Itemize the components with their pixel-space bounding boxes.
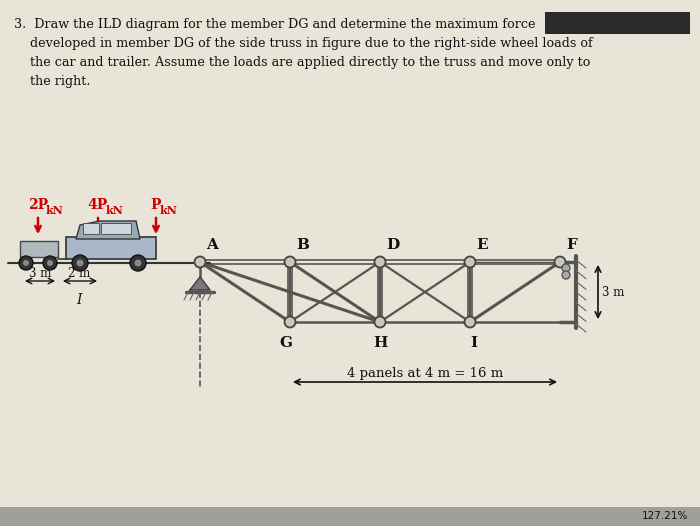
Text: P: P: [150, 198, 161, 212]
Bar: [83, 223, 99, 234]
Bar: [66, 237, 156, 259]
Text: 3 m: 3 m: [29, 267, 51, 280]
Circle shape: [134, 259, 141, 267]
Circle shape: [130, 255, 146, 271]
Text: B: B: [296, 238, 309, 252]
Text: 3.  Draw the ILD diagram for the member DG and determine the maximum force
    d: 3. Draw the ILD diagram for the member D…: [14, 18, 593, 88]
Text: kN: kN: [160, 205, 178, 216]
Circle shape: [465, 257, 475, 268]
Text: 4 panels at 4 m = 16 m: 4 panels at 4 m = 16 m: [347, 367, 503, 380]
Text: 2 m: 2 m: [68, 267, 90, 280]
Circle shape: [374, 257, 386, 268]
Text: kN: kN: [46, 205, 64, 216]
Polygon shape: [190, 277, 210, 290]
Text: E: E: [476, 238, 488, 252]
Text: 3 m: 3 m: [602, 286, 624, 298]
Text: G: G: [279, 336, 293, 350]
Circle shape: [43, 256, 57, 270]
Circle shape: [19, 256, 33, 270]
Text: A: A: [206, 238, 218, 252]
Text: F: F: [566, 238, 577, 252]
Circle shape: [47, 260, 53, 266]
Text: I: I: [470, 336, 477, 350]
Bar: [101, 223, 131, 234]
Circle shape: [284, 317, 295, 328]
Circle shape: [23, 260, 29, 266]
Circle shape: [195, 257, 206, 268]
Circle shape: [554, 257, 566, 268]
Text: 2P: 2P: [28, 198, 48, 212]
Circle shape: [284, 257, 295, 268]
Circle shape: [465, 317, 475, 328]
Text: I: I: [76, 293, 82, 307]
Polygon shape: [76, 221, 140, 239]
Circle shape: [562, 264, 570, 272]
Circle shape: [76, 259, 83, 267]
Circle shape: [72, 255, 88, 271]
Bar: [545, 12, 690, 34]
Text: H: H: [373, 336, 387, 350]
Circle shape: [562, 271, 570, 279]
Text: kN: kN: [106, 205, 124, 216]
Text: 127.21%: 127.21%: [642, 511, 688, 521]
Circle shape: [374, 317, 386, 328]
Text: D: D: [386, 238, 399, 252]
Bar: [20, 241, 58, 257]
Bar: [0, 507, 700, 526]
Text: 4P: 4P: [88, 198, 108, 212]
